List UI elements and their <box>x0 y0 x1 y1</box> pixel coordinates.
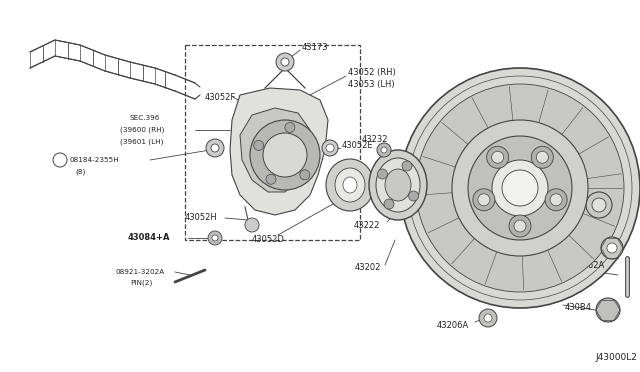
Circle shape <box>212 235 218 241</box>
Text: 08184-2355H: 08184-2355H <box>70 157 120 163</box>
Circle shape <box>416 84 624 292</box>
Ellipse shape <box>335 168 365 202</box>
Text: 43052F: 43052F <box>205 93 236 102</box>
Text: 08921-3202A: 08921-3202A <box>115 269 164 275</box>
Text: 43222: 43222 <box>354 221 380 230</box>
Circle shape <box>514 220 526 232</box>
Circle shape <box>492 151 504 163</box>
Text: 43052 (RH): 43052 (RH) <box>348 67 396 77</box>
Text: (39601 (LH): (39601 (LH) <box>120 139 163 145</box>
Circle shape <box>300 170 310 180</box>
Circle shape <box>250 120 320 190</box>
Text: (8): (8) <box>75 169 85 175</box>
Circle shape <box>378 169 387 179</box>
Circle shape <box>206 139 224 157</box>
Ellipse shape <box>385 169 411 201</box>
Text: 43202: 43202 <box>355 263 381 273</box>
Circle shape <box>211 144 219 152</box>
Circle shape <box>208 231 222 245</box>
Bar <box>185 45 360 240</box>
Circle shape <box>263 133 307 177</box>
Circle shape <box>531 146 554 168</box>
Text: 43262A: 43262A <box>573 262 605 270</box>
Text: 430B4: 430B4 <box>565 304 592 312</box>
Text: J43000L2: J43000L2 <box>595 353 637 362</box>
Circle shape <box>253 140 264 150</box>
Circle shape <box>402 161 412 171</box>
Circle shape <box>502 170 538 206</box>
Ellipse shape <box>326 159 374 211</box>
Circle shape <box>245 218 259 232</box>
Circle shape <box>473 189 495 211</box>
Circle shape <box>281 58 289 66</box>
Circle shape <box>536 151 548 163</box>
Text: 43053 (LH): 43053 (LH) <box>348 80 395 89</box>
Polygon shape <box>230 88 328 215</box>
Text: (39600 (RH): (39600 (RH) <box>120 127 164 133</box>
Text: 43052H: 43052H <box>185 214 218 222</box>
Circle shape <box>550 194 562 206</box>
Text: 43052D: 43052D <box>252 235 285 244</box>
Circle shape <box>400 68 640 308</box>
Ellipse shape <box>343 177 357 193</box>
Circle shape <box>509 215 531 237</box>
Circle shape <box>586 192 612 218</box>
Circle shape <box>479 309 497 327</box>
Text: 43052E: 43052E <box>342 141 374 150</box>
Circle shape <box>322 140 338 156</box>
Circle shape <box>478 194 490 206</box>
Circle shape <box>377 143 391 157</box>
Circle shape <box>545 189 567 211</box>
Ellipse shape <box>369 150 427 220</box>
Circle shape <box>266 174 276 184</box>
Circle shape <box>326 144 334 152</box>
Text: 43232: 43232 <box>362 135 388 144</box>
Text: 43084+A: 43084+A <box>128 234 170 243</box>
Polygon shape <box>240 108 310 192</box>
Circle shape <box>381 147 387 153</box>
Circle shape <box>276 53 294 71</box>
Circle shape <box>492 160 548 216</box>
Circle shape <box>607 243 617 253</box>
Circle shape <box>486 146 509 168</box>
Text: SEC.396: SEC.396 <box>130 115 161 121</box>
Text: 43217: 43217 <box>470 96 497 105</box>
Circle shape <box>592 198 606 212</box>
Text: 43037: 43037 <box>556 167 582 176</box>
Text: 43265: 43265 <box>567 237 593 247</box>
Circle shape <box>452 120 588 256</box>
Circle shape <box>596 298 620 322</box>
Circle shape <box>468 136 572 240</box>
Circle shape <box>484 314 492 322</box>
Circle shape <box>285 122 295 132</box>
Text: 43206A: 43206A <box>437 321 469 330</box>
Text: PIN(2): PIN(2) <box>130 280 152 286</box>
Circle shape <box>384 199 394 209</box>
Circle shape <box>408 191 419 201</box>
Ellipse shape <box>376 158 420 212</box>
Circle shape <box>601 237 623 259</box>
Text: 43173: 43173 <box>302 42 328 51</box>
